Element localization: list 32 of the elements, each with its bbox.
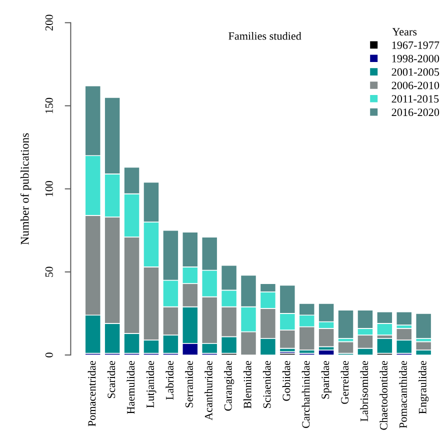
x-tick-label: Lutjanidae	[146, 360, 156, 408]
x-tick-label: Scaridae	[107, 360, 116, 398]
y-tick-label: 0	[45, 352, 53, 358]
x-tick-label: Sparidae	[321, 360, 332, 399]
legend-label: 2001-2005	[392, 68, 440, 76]
x-tick-label: Blenniidae	[243, 360, 252, 408]
legend-label: 1998-2000	[392, 54, 440, 62]
legend-label: 2006-2010	[392, 82, 440, 90]
y-tick-label: 150	[45, 98, 53, 114]
y-tick-label: 200	[45, 14, 53, 31]
x-tick-label: Carcharhinidae	[302, 360, 310, 428]
x-tick-label: Acanthuridae	[204, 360, 212, 420]
x-tick-label: Labridae	[166, 360, 174, 400]
x-tick-label: Gerreidae	[340, 360, 349, 404]
y-tick-label: 50	[45, 266, 53, 277]
x-tick-label: Carangidae	[224, 360, 234, 411]
x-tick-label: Sciaenidae	[262, 360, 271, 408]
y-tick-label: 100	[45, 180, 53, 196]
x-tick-label: Pomacentridae	[88, 360, 96, 426]
x-tick-label: Labrisomidae	[360, 360, 368, 422]
text: Families studied	[228, 32, 302, 40]
legend-label: 1967-1977	[392, 41, 440, 49]
legend-title: Years	[392, 28, 417, 36]
x-tick-label: Haemulidae	[126, 360, 135, 414]
legend-label: 2011-2015	[392, 95, 439, 103]
legend-label: 2016-2020	[392, 108, 440, 116]
x-tick-label: Engraulidae	[418, 360, 429, 414]
x-tick-label: Chaetodontidae	[380, 360, 388, 430]
x-tick-label: Serranidae	[185, 360, 193, 408]
y-axis-title: Number of publications	[20, 133, 32, 245]
x-tick-label: Pomacanthidae	[399, 360, 407, 428]
x-tick-label: Gobiidae	[282, 360, 290, 401]
